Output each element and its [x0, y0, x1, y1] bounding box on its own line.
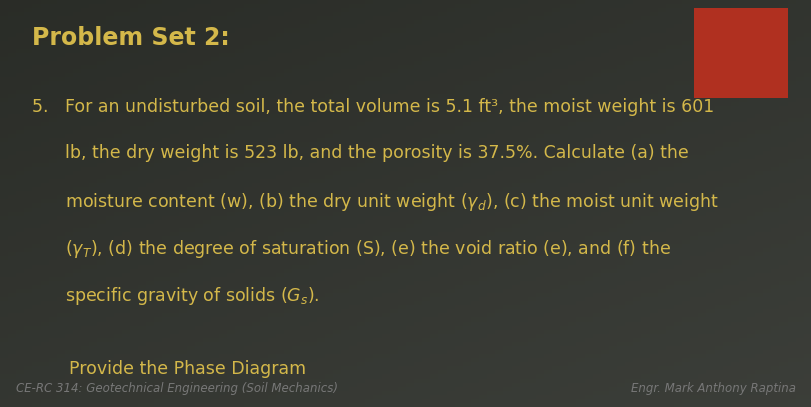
- Text: Provide the Phase Diagram: Provide the Phase Diagram: [69, 360, 306, 378]
- Text: CE-RC 314: Geotechnical Engineering (Soil Mechanics): CE-RC 314: Geotechnical Engineering (Soi…: [16, 382, 338, 395]
- Text: Problem Set 2:: Problem Set 2:: [32, 26, 230, 50]
- Text: lb, the dry weight is 523 lb, and the porosity is 37.5%. Calculate (a) the: lb, the dry weight is 523 lb, and the po…: [32, 144, 689, 162]
- Bar: [693, 8, 787, 98]
- Text: 5.   For an undisturbed soil, the total volume is 5.1 ft³, the moist weight is 6: 5. For an undisturbed soil, the total vo…: [32, 98, 714, 116]
- Text: Engr. Mark Anthony Raptina: Engr. Mark Anthony Raptina: [630, 382, 795, 395]
- Text: ($\gamma_{T}$), (d) the degree of saturation (S), (e) the void ratio (e), and (f: ($\gamma_{T}$), (d) the degree of satura…: [32, 238, 671, 260]
- Text: moisture content (w), (b) the dry unit weight ($\gamma_{d}$), (c) the moist unit: moisture content (w), (b) the dry unit w…: [32, 191, 719, 213]
- Text: specific gravity of solids ($G_{s}$).: specific gravity of solids ($G_{s}$).: [32, 285, 320, 307]
